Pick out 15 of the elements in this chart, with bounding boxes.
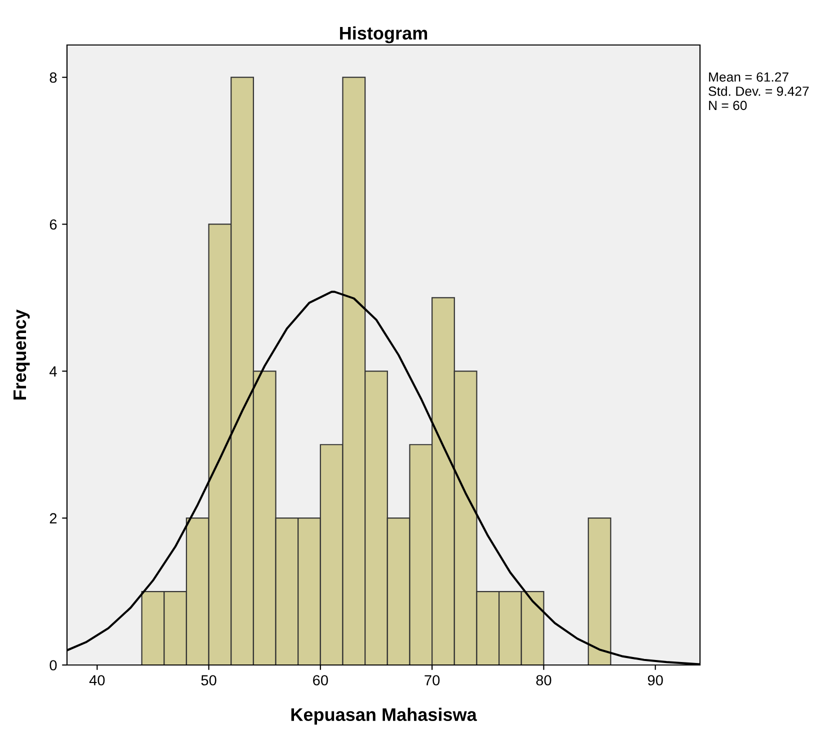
- y-tick-label: 4: [50, 366, 57, 376]
- x-tick-label: 70: [424, 675, 440, 686]
- x-tick-label: 40: [89, 675, 105, 686]
- x-tick-label: 80: [536, 675, 552, 686]
- x-tick-label: 60: [313, 675, 328, 686]
- x-tick-label: 50: [201, 675, 216, 686]
- y-tick-label: 6: [50, 219, 57, 230]
- text: Mean = 61.27 Std. Dev. = 9.427 N = 60: [708, 72, 809, 110]
- chart-title: Histogram: [340, 26, 428, 44]
- y-tick-label: 0: [50, 660, 57, 670]
- y-tick-label: 8: [50, 72, 57, 83]
- y-tick-label: 2: [50, 513, 57, 524]
- y-axis-title: Frequency: [14, 309, 30, 400]
- x-axis-title: Kepuasan Mahasiswa: [291, 708, 477, 725]
- x-tick-label: 90: [648, 675, 663, 686]
